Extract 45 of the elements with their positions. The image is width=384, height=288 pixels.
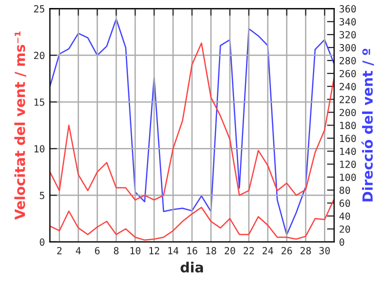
y-tick-label: 20 [34, 52, 44, 60]
x-tick-label: 18 [206, 247, 216, 254]
y2-tick-label: 60 [340, 200, 350, 207]
line-series [50, 42, 334, 201]
y2-tick-label: 220 [340, 96, 356, 104]
y2-tick-label: 120 [340, 160, 356, 168]
y2-tick-label: 280 [340, 56, 356, 64]
y-axis-title: Velocitat del vent / ms⁻¹ [14, 32, 26, 220]
y2-tick-label: 340 [340, 18, 356, 26]
y2-tick-label: 40 [339, 212, 350, 220]
line-series [50, 18, 334, 236]
x-tick-label: 20 [224, 247, 236, 254]
x-axis-title: dia [180, 262, 203, 273]
x-tick-label: 6 [94, 247, 100, 254]
y-tick-label: 15 [34, 98, 44, 106]
x-tick-label: 2 [57, 247, 62, 254]
x-tick-label: 8 [114, 247, 119, 254]
y2-tick-label: 240 [340, 82, 356, 90]
y2-axis-title: Direcció del vent / º [362, 48, 374, 202]
y2-tick-label: 140 [340, 148, 356, 156]
x-tick-label: 28 [300, 247, 311, 254]
x-tick-label: 30 [319, 247, 330, 254]
x-tick-label: 4 [76, 247, 81, 254]
y2-tick-label: 100 [340, 174, 356, 181]
x-tick-label: 16 [187, 247, 198, 254]
x-tick-label: 14 [168, 247, 178, 254]
y2-tick-label: 320 [340, 31, 356, 38]
x-tick-label: 22 [244, 247, 254, 254]
x-tick-label: 12 [149, 247, 160, 254]
y2-tick-label: 360 [340, 5, 356, 12]
y2-tick-label: 160 [340, 134, 356, 142]
y-tick-label: 10 [34, 145, 44, 152]
y2-tick-label: 200 [340, 108, 356, 116]
y2-tick-label: 300 [340, 44, 356, 52]
y-tick-label: 25 [34, 5, 44, 12]
y2-tick-label: 80 [340, 186, 350, 194]
x-tick-label: 10 [130, 247, 140, 254]
x-tick-label: 24 [262, 247, 274, 254]
y2-tick-label: 260 [340, 70, 356, 78]
y-tick-label: 5 [40, 192, 44, 200]
y2-tick-label: 180 [340, 122, 356, 130]
y2-tick-label: 20 [340, 225, 350, 233]
x-tick-label: 26 [282, 247, 292, 254]
y2-tick-label: 0 [340, 238, 344, 246]
y-tick-label: 0 [40, 238, 44, 246]
